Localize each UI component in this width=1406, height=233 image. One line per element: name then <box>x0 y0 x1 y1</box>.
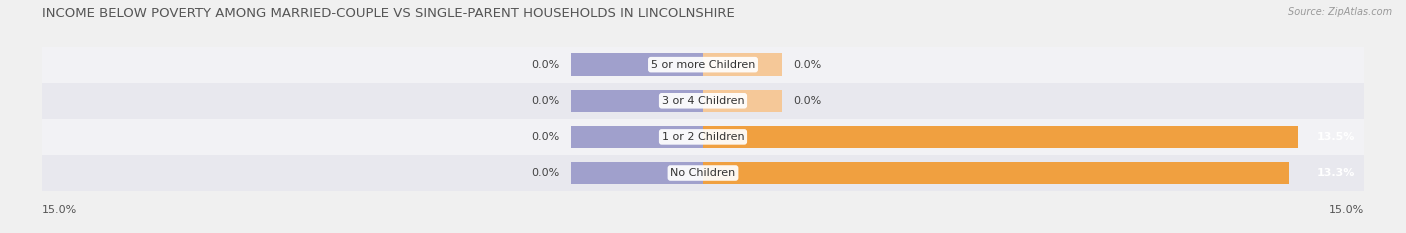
Text: 0.0%: 0.0% <box>793 60 821 70</box>
Bar <box>703 89 782 112</box>
Text: 0.0%: 0.0% <box>531 96 560 106</box>
Bar <box>42 83 1364 119</box>
Text: 13.5%: 13.5% <box>1316 132 1355 142</box>
Text: INCOME BELOW POVERTY AMONG MARRIED-COUPLE VS SINGLE-PARENT HOUSEHOLDS IN LINCOLN: INCOME BELOW POVERTY AMONG MARRIED-COUPL… <box>42 7 735 20</box>
Bar <box>571 126 703 148</box>
Bar <box>703 162 1289 184</box>
Bar <box>571 53 703 76</box>
Text: Source: ZipAtlas.com: Source: ZipAtlas.com <box>1288 7 1392 17</box>
Bar <box>571 162 703 184</box>
Bar <box>42 119 1364 155</box>
Text: 0.0%: 0.0% <box>531 60 560 70</box>
Text: 0.0%: 0.0% <box>531 132 560 142</box>
Text: 0.0%: 0.0% <box>793 96 821 106</box>
Bar <box>42 47 1364 83</box>
Bar <box>703 53 782 76</box>
Text: 15.0%: 15.0% <box>42 205 77 215</box>
Text: 3 or 4 Children: 3 or 4 Children <box>662 96 744 106</box>
Bar <box>42 155 1364 191</box>
Text: No Children: No Children <box>671 168 735 178</box>
Text: 5 or more Children: 5 or more Children <box>651 60 755 70</box>
Text: 15.0%: 15.0% <box>1329 205 1364 215</box>
Text: 1 or 2 Children: 1 or 2 Children <box>662 132 744 142</box>
Text: 0.0%: 0.0% <box>531 168 560 178</box>
Bar <box>571 89 703 112</box>
Text: 13.3%: 13.3% <box>1316 168 1355 178</box>
Bar <box>703 126 1298 148</box>
